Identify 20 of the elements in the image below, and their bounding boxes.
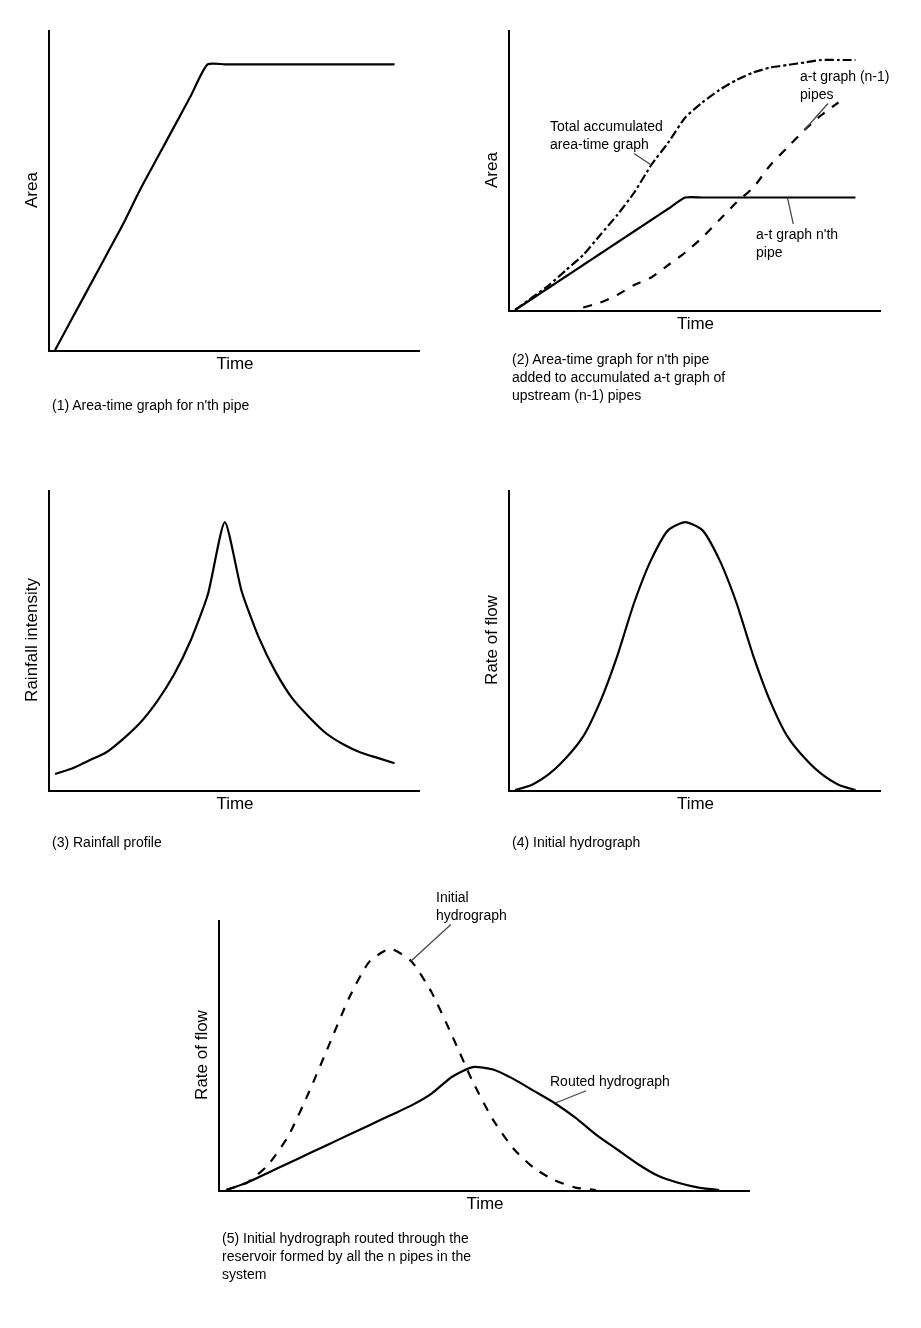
y-axis-title: Rate of flow [482, 594, 502, 685]
text: a-t graph n'th pipe [756, 226, 839, 261]
y-axis-title: Rainfall intensity [22, 577, 42, 702]
text: (2) Area-time graph for n'th pipe added to accumulated a-t graph of upstream (n-1) pipes [512, 351, 726, 404]
y-axis-title: Area [22, 171, 42, 208]
x-axis-title: Time [216, 793, 254, 813]
text: (1) Area-time graph for n'th pipe [52, 397, 250, 413]
y-axis-title: Rate of flow [192, 1009, 212, 1100]
text: Initial hydrograph [436, 889, 507, 924]
x-axis-title: Time [466, 1193, 504, 1213]
x-axis-title: Time [676, 793, 715, 813]
text: (4) Initial hydrograph [512, 834, 641, 850]
series-label: Total accumulated area-time graph [550, 118, 663, 153]
series-label: Routed hydrograph [550, 1073, 670, 1089]
text: (3) Rainfall profile [52, 834, 162, 850]
x-axis-title: Time [216, 353, 254, 373]
y-axis-title: Area [482, 151, 502, 188]
text: (5) Initial hydrograph routed through the reservoir formed by all the n pipes in the system [222, 1230, 472, 1283]
series-label: a-t graph (n-1) pipes [800, 68, 890, 103]
x-axis-title: Time [676, 313, 715, 333]
